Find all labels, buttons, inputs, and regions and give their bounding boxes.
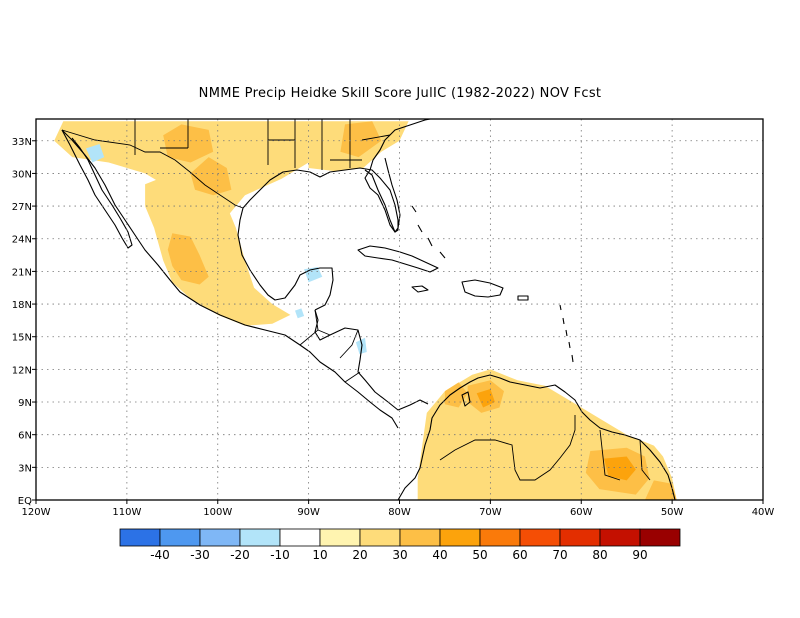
colorbar-swatch — [439, 528, 481, 547]
colorbar-swatch — [639, 528, 681, 547]
y-axis-ticks: EQ 3N 6N 9N 12N 15N 18N 21N 24N 27N 30N 33N — [12, 137, 36, 507]
colorbar-swatch — [319, 528, 361, 547]
field-guatemala-negative — [295, 308, 305, 319]
colorbar-label: 40 — [432, 548, 447, 562]
grid-layer — [36, 119, 763, 500]
us-gulf-coast — [242, 119, 433, 233]
baja-coast — [61, 129, 133, 249]
colorbar-swatch — [359, 528, 401, 547]
colorbar-swatch — [199, 528, 241, 547]
field-mexico-core — [167, 233, 209, 285]
y-tick-label: 3N — [18, 463, 32, 474]
y-tick-label: 21N — [12, 267, 32, 278]
colorbar-swatch — [519, 528, 561, 547]
florida-coast — [364, 157, 401, 233]
y-tick-label: 24N — [12, 235, 32, 246]
colorbar-swatch — [559, 528, 601, 547]
x-axis-ticks: 120W 110W 100W 90W 80W 70W 60W 50W 40W — [22, 500, 775, 518]
y-tick-label: EQ — [18, 496, 32, 507]
x-tick-label: 40W — [752, 507, 775, 518]
colorbar-label: -30 — [190, 548, 210, 562]
y-tick-label: 30N — [12, 169, 32, 180]
colorbar-swatch — [599, 528, 641, 547]
colorbar-label: -20 — [230, 548, 250, 562]
x-tick-label: 50W — [661, 507, 684, 518]
colorbar-swatch — [399, 528, 441, 547]
lesser-antilles — [559, 304, 574, 363]
field-venezuela-orange — [476, 389, 495, 408]
y-tick-label: 15N — [12, 333, 32, 344]
x-tick-label: 90W — [297, 507, 320, 518]
x-tick-label: 100W — [203, 507, 232, 518]
colorbar-label: 90 — [632, 548, 647, 562]
colorbar: -40 -30 -20 -10 10 20 30 40 50 60 70 80 90 — [119, 528, 681, 562]
colorbar-label: -40 — [150, 548, 170, 562]
field-us-southwest — [54, 121, 309, 217]
colorbar-swatch — [479, 528, 521, 547]
x-tick-label: 120W — [22, 507, 51, 518]
colorbar-label: 20 — [352, 548, 367, 562]
x-tick-label: 80W — [388, 507, 411, 518]
field-mexico-center — [190, 157, 232, 196]
x-tick-label: 110W — [112, 507, 141, 518]
colorbar-label: 10 — [312, 548, 327, 562]
hispaniola — [461, 279, 504, 298]
y-tick-label: 18N — [12, 300, 32, 311]
mexico-pacific-coast — [61, 129, 399, 429]
field-florida-north — [340, 121, 382, 158]
field-guyana-orange — [604, 456, 636, 481]
colorbar-swatch — [159, 528, 201, 547]
lake-maracaibo — [461, 391, 471, 407]
field-mexico-west — [145, 173, 291, 326]
field-baja-negative — [86, 144, 105, 163]
map-title: NMME Precip Heidke Skill Score JulIC (19… — [198, 86, 602, 101]
colorbar-label: 50 — [472, 548, 487, 562]
central-america-caribbean — [314, 309, 429, 411]
y-tick-label: 9N — [18, 398, 32, 409]
field-colombia-core — [444, 382, 468, 408]
colorbar-swatch — [279, 528, 321, 547]
colorbar-label: 70 — [552, 548, 567, 562]
map-frame — [35, 118, 764, 501]
y-tick-label: 6N — [18, 431, 32, 442]
colorbar-label: -10 — [270, 548, 290, 562]
colorbar-label: 60 — [512, 548, 527, 562]
colorbar-label: 30 — [392, 548, 407, 562]
x-tick-label: 60W — [570, 507, 593, 518]
bahamas — [411, 205, 446, 259]
central-america-borders — [299, 309, 361, 383]
field-brazil-east — [644, 480, 677, 500]
border-layer — [61, 119, 651, 481]
jamaica — [411, 285, 429, 293]
colorbar-swatch — [119, 528, 161, 547]
us-mexico-border — [61, 129, 244, 209]
colorbar-label: 80 — [592, 548, 607, 562]
mexico-east-coast — [237, 207, 334, 311]
y-tick-label: 27N — [12, 202, 32, 213]
puerto-rico — [517, 295, 529, 301]
x-tick-label: 70W — [479, 507, 502, 518]
colorbar-swatch — [239, 528, 281, 547]
south-america-borders — [439, 415, 651, 481]
us-state-lines — [134, 119, 391, 170]
y-tick-label: 33N — [12, 137, 32, 148]
cuba — [357, 245, 439, 273]
y-tick-label: 12N — [12, 365, 32, 376]
